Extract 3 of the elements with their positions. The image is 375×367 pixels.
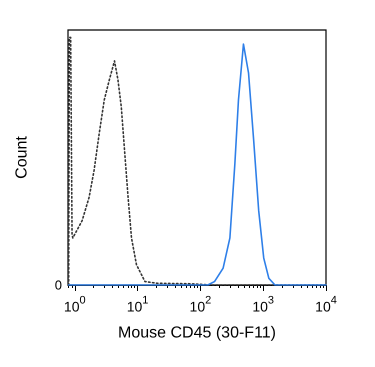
text: 0 — [54, 278, 62, 292]
y-axis-title: Count — [14, 136, 30, 179]
x-axis-title: Mouse CD45 (30-F11) — [118, 324, 276, 342]
